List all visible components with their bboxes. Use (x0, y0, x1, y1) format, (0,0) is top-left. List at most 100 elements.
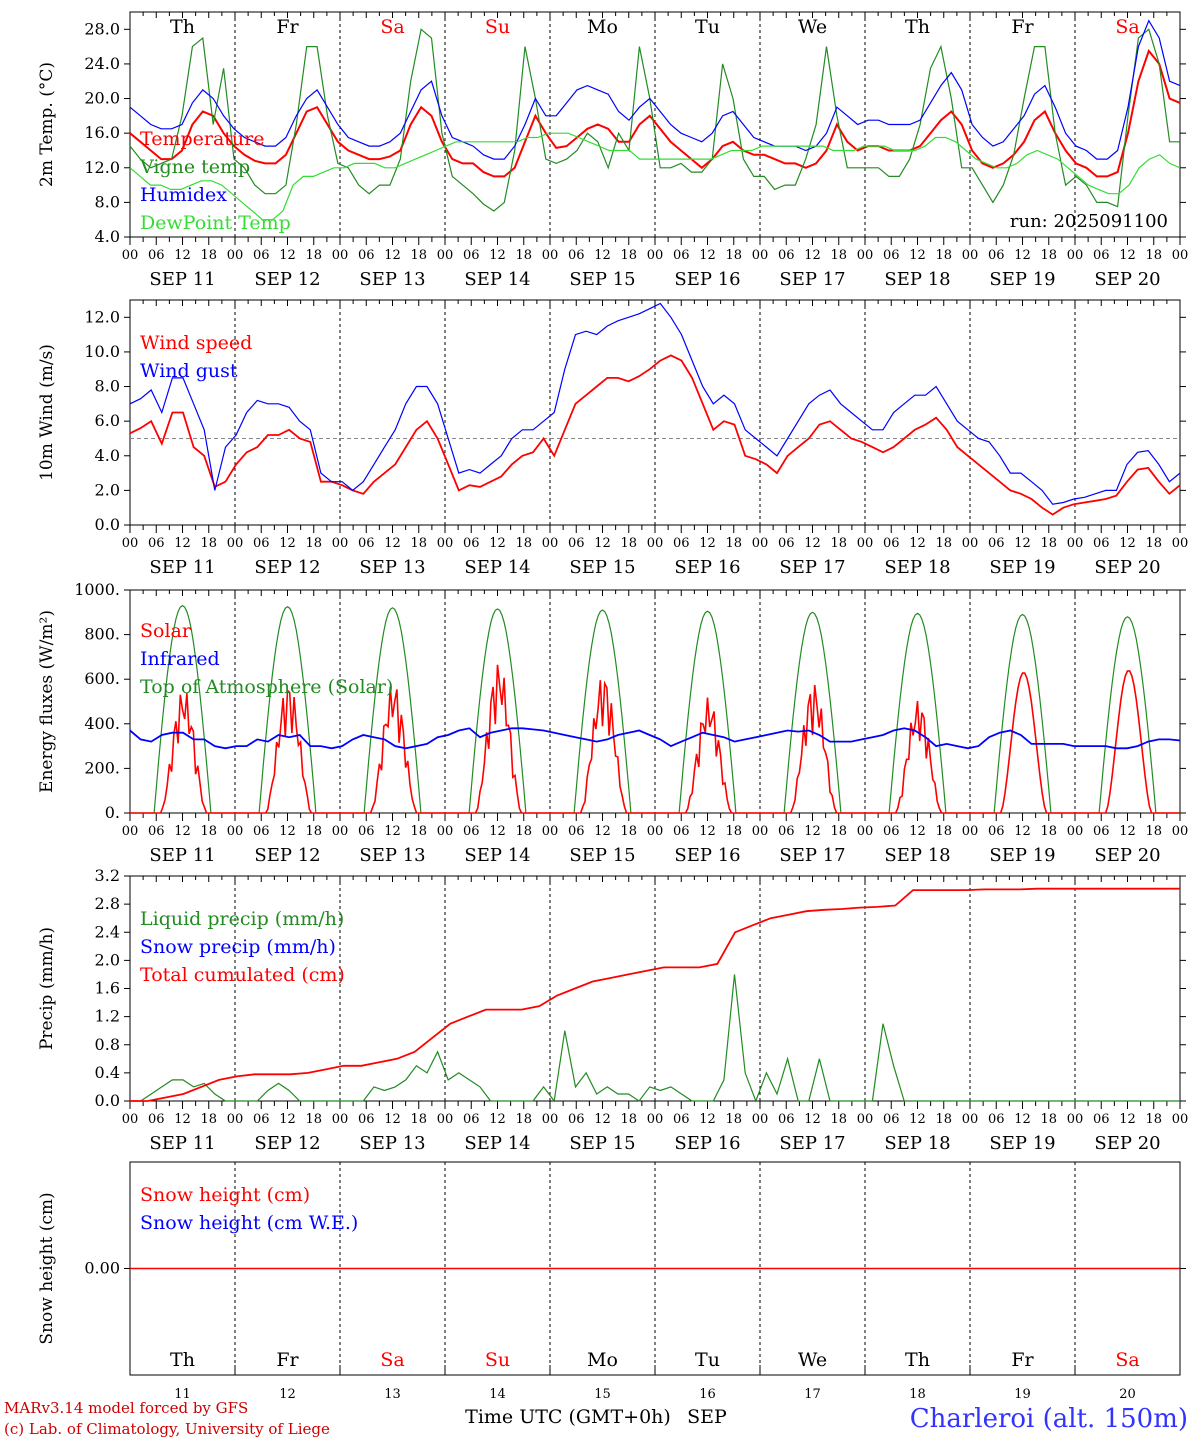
legend-entry: Snow height (cm) (140, 1184, 310, 1206)
weekday-label: Th (170, 16, 195, 38)
x-axis-label: Time UTC (GMT+0h) (465, 1406, 671, 1428)
hour-label: 00 (542, 536, 559, 551)
hour-label: 00 (857, 248, 874, 263)
run-annotation: run: 2025091100 (1010, 211, 1168, 232)
date-label: SEP 20 (1094, 269, 1160, 290)
weekday-label: Th (170, 1349, 195, 1371)
weekday-label: Su (485, 1349, 510, 1371)
hour-label: 06 (568, 536, 585, 551)
date-label: SEP 11 (149, 1133, 215, 1154)
y-axis-label: 10m Wind (m/s) (37, 344, 57, 481)
hour-label: 06 (463, 1112, 480, 1127)
day-number-label: 15 (594, 1387, 611, 1402)
hour-label: 12 (489, 1112, 506, 1127)
hour-label: 00 (122, 536, 139, 551)
hour-label: 06 (253, 824, 270, 839)
hour-label: 06 (883, 536, 900, 551)
hour-label: 06 (463, 536, 480, 551)
hour-label: 00 (122, 248, 139, 263)
legend-entry: Snow height (cm W.E.) (140, 1212, 358, 1234)
legend-entry: Temperature (140, 128, 264, 150)
hour-label: 00 (1172, 824, 1189, 839)
hour-label: 06 (358, 248, 375, 263)
y-tick-label: 24.0 (84, 54, 120, 73)
hour-label: 18 (305, 536, 322, 551)
date-label: SEP 19 (989, 845, 1055, 866)
hour-label: 18 (830, 536, 847, 551)
hour-label: 18 (830, 1112, 847, 1127)
day-number-label: 17 (804, 1387, 821, 1402)
hour-label: 18 (410, 824, 427, 839)
hour-label: 06 (253, 536, 270, 551)
hour-label: 06 (1093, 824, 1110, 839)
hour-label: 00 (227, 536, 244, 551)
hour-label: 00 (1172, 536, 1189, 551)
hour-label: 12 (804, 824, 821, 839)
y-tick-label: 3.2 (95, 866, 120, 885)
date-label: SEP 14 (464, 845, 530, 866)
hour-label: 06 (778, 824, 795, 839)
hour-label: 18 (725, 1112, 742, 1127)
hour-label: 12 (174, 824, 191, 839)
hour-label: 12 (594, 248, 611, 263)
hour-label: 00 (962, 1112, 979, 1127)
weekday-label: We (798, 1349, 827, 1371)
y-axis-label: Snow height (cm) (37, 1192, 57, 1344)
weekday-label: Mo (587, 1349, 618, 1371)
weekday-label: Su (485, 16, 510, 38)
panel-frame (129, 299, 1181, 526)
legend-entry: Vigne temp (139, 156, 250, 178)
hour-label: 18 (515, 1112, 532, 1127)
weekday-label: Th (905, 16, 930, 38)
date-label: SEP 13 (359, 845, 425, 866)
hour-label: 18 (515, 536, 532, 551)
date-label: SEP 12 (254, 557, 320, 578)
hour-label: 00 (1067, 1112, 1084, 1127)
hour-label: 06 (568, 1112, 585, 1127)
hour-label: 18 (830, 824, 847, 839)
hour-label: 12 (174, 1112, 191, 1127)
hour-label: 06 (148, 248, 165, 263)
hour-label: 06 (463, 824, 480, 839)
hour-label: 18 (935, 248, 952, 263)
date-label: SEP 18 (884, 845, 950, 866)
hour-label: 00 (122, 1112, 139, 1127)
series-line (130, 887, 1180, 1102)
date-label: SEP 20 (1094, 557, 1160, 578)
date-label: SEP 14 (464, 1133, 530, 1154)
y-tick-label: 200. (84, 758, 120, 777)
date-label: SEP 19 (989, 1133, 1055, 1154)
legend-entry: Snow precip (mm/h) (140, 936, 336, 958)
hour-label: 18 (935, 536, 952, 551)
weekday-label: Tu (695, 16, 720, 38)
hour-label: 00 (857, 536, 874, 551)
date-label: SEP 19 (989, 557, 1055, 578)
weekday-label: Mo (587, 16, 618, 38)
hour-label: 00 (227, 248, 244, 263)
hour-label: 12 (489, 248, 506, 263)
hour-label: 00 (1172, 1112, 1189, 1127)
hour-label: 12 (594, 824, 611, 839)
date-label: SEP 15 (569, 845, 635, 866)
day-number-label: 20 (1119, 1387, 1136, 1402)
legend-entry: Humidex (140, 184, 227, 206)
y-tick-label: 8.0 (95, 377, 120, 396)
hour-label: 12 (279, 824, 296, 839)
hour-label: 06 (148, 1112, 165, 1127)
hour-label: 12 (594, 536, 611, 551)
hour-label: 12 (1014, 824, 1031, 839)
date-label: SEP 15 (569, 1133, 635, 1154)
hour-label: 18 (1040, 1112, 1057, 1127)
date-label: SEP 11 (149, 845, 215, 866)
hour-label: 06 (253, 248, 270, 263)
weekday-label: Fr (276, 16, 299, 38)
legend-entry: Infrared (140, 648, 220, 670)
date-label: SEP 13 (359, 269, 425, 290)
series-line (129, 48, 1181, 178)
hour-label: 00 (752, 824, 769, 839)
hour-label: 00 (647, 1112, 664, 1127)
hour-label: 06 (883, 248, 900, 263)
y-axis-label: Precip (mm/h) (37, 927, 57, 1050)
hour-label: 06 (253, 1112, 270, 1127)
hour-label: 06 (988, 248, 1005, 263)
